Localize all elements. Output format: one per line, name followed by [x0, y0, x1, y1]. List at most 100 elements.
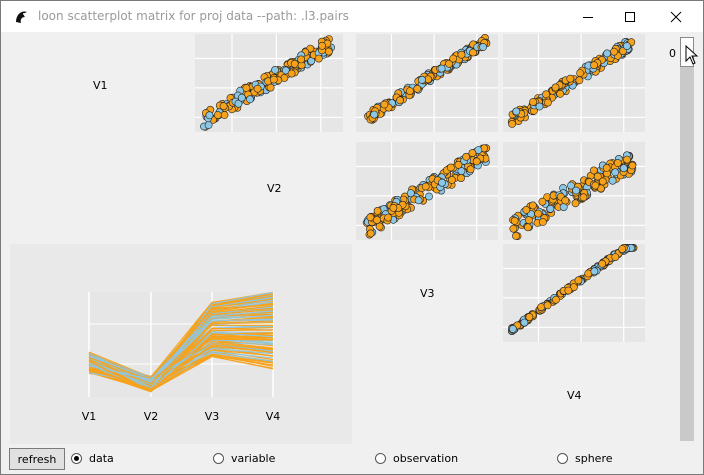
refresh-button[interactable]: refresh [9, 448, 65, 470]
scatter-point [287, 69, 296, 78]
scatter-point [384, 213, 393, 222]
scatter-point [457, 174, 465, 182]
scatter-v3-v4[interactable] [503, 244, 645, 342]
control-bar: refresh data variable observation sphere [1, 444, 703, 474]
scatter-point [528, 201, 537, 210]
scatter-point [324, 47, 333, 56]
scatter-point [525, 313, 534, 321]
scatter-point [269, 75, 278, 84]
scatter-point [543, 301, 552, 310]
scatter-point [510, 217, 519, 225]
pcp-line [88, 301, 274, 389]
scatter-v1-v4[interactable] [503, 34, 645, 132]
scatter-point [418, 75, 426, 84]
scatter-point [590, 166, 598, 175]
radio-observation-label: observation [393, 452, 459, 465]
scatter-point [520, 318, 529, 327]
scatter-point [446, 163, 455, 172]
scatter-v2-v4[interactable] [503, 142, 645, 240]
scatter-point [539, 218, 547, 226]
scatter-point [468, 149, 477, 157]
diag-label-v4: V4 [567, 389, 582, 402]
scatter-point [535, 102, 544, 111]
pcp-axis-label-v4: V4 [266, 410, 281, 423]
scatter-point [623, 42, 631, 50]
radio-observation[interactable]: observation [375, 452, 458, 465]
scatter-point [472, 157, 481, 166]
scatter-point [389, 204, 398, 212]
scatter-point [556, 89, 565, 98]
scatter-point [523, 223, 532, 232]
scatter-point [318, 41, 326, 50]
radio-sphere[interactable]: sphere [557, 452, 613, 465]
slider-track[interactable] [680, 37, 694, 441]
scatter-point [479, 43, 487, 51]
scatter-point [611, 168, 620, 177]
scatter-point [509, 224, 518, 233]
scatter-point [546, 204, 555, 213]
scatter-point [508, 120, 517, 128]
scatter-point [512, 107, 521, 116]
title-bar: loon scatterplot matrix for proj data --… [1, 1, 703, 32]
slider-value: 0 [669, 47, 676, 60]
radio-variable[interactable]: variable [213, 452, 275, 465]
scatter-point [237, 93, 246, 102]
scatter-point [406, 87, 414, 95]
diag-label-v3: V3 [420, 287, 435, 300]
scatter-v1-v2[interactable] [195, 34, 343, 132]
scatter-point [561, 196, 570, 205]
scatter-point [380, 100, 389, 109]
scatter-point [564, 286, 573, 295]
pcp-line [88, 291, 274, 391]
scatter-point [574, 276, 583, 285]
scatter-point [551, 83, 560, 92]
scatter-v2-v3[interactable] [356, 142, 498, 240]
scatter-point [366, 229, 375, 238]
radio-variable-indicator [213, 453, 224, 464]
scatterplot-matrix[interactable]: V1 V2 V3 V4 V1 V2 V3 V4 [1, 32, 677, 444]
scatter-point [508, 325, 517, 333]
maximize-icon [625, 11, 635, 22]
scatter-point [619, 47, 627, 55]
maximize-button[interactable] [607, 1, 653, 32]
radio-observation-indicator [375, 453, 386, 464]
scatter-point [242, 84, 251, 92]
scatter-point [290, 59, 299, 68]
scatter-point [608, 176, 617, 185]
scatter-point [579, 193, 588, 202]
scatter-point [598, 259, 607, 268]
parallel-coords-plot[interactable]: V1 V2 V3 V4 [71, 284, 291, 429]
scatter-point [623, 155, 631, 164]
pcp-line [88, 320, 274, 385]
close-button[interactable] [653, 1, 699, 32]
scatter-point [469, 48, 477, 57]
scatter-v1-v3[interactable] [356, 34, 498, 132]
scatter-point [593, 172, 602, 181]
pcp-line [88, 318, 274, 381]
scatter-point [253, 84, 262, 93]
pcp-line [88, 303, 274, 382]
scatter-point [512, 232, 520, 240]
scatter-point [462, 152, 471, 161]
scatter-point [437, 64, 446, 73]
scatter-point [204, 121, 213, 129]
close-icon [670, 11, 682, 22]
scatter-point [576, 69, 584, 77]
minimize-button[interactable] [565, 1, 611, 32]
radio-data[interactable]: data [71, 452, 114, 465]
scatter-point [271, 66, 279, 74]
scatter-point [590, 267, 599, 276]
scatter-point [448, 176, 456, 184]
scatter-point [603, 49, 611, 58]
scatter-point [571, 199, 580, 208]
scatter-point [366, 213, 375, 222]
scatter-point [628, 161, 637, 170]
diag-label-v2: V2 [267, 182, 282, 195]
scatter-point [414, 196, 423, 205]
scatter-point [522, 206, 531, 214]
pcp-line [88, 336, 274, 393]
scatter-point [373, 216, 381, 224]
scatter-point [591, 181, 600, 190]
scatter-point [457, 50, 466, 59]
